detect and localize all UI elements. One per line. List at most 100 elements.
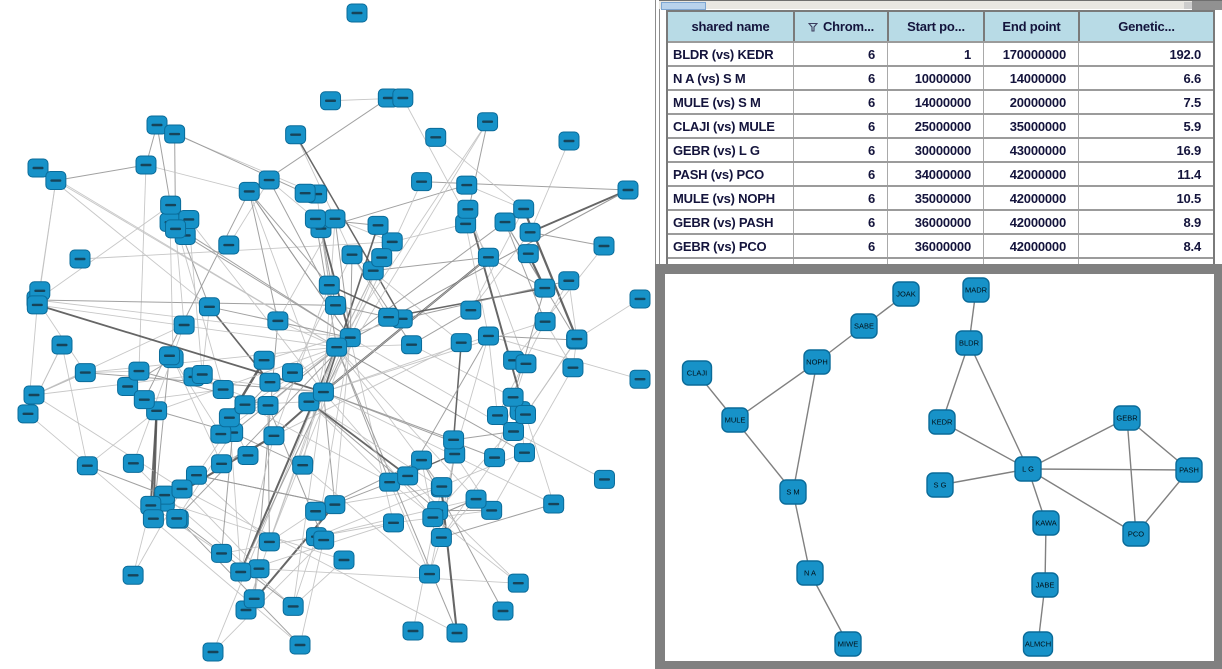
network-node[interactable] [218, 408, 240, 428]
network-node[interactable] [457, 199, 479, 219]
network-node[interactable] [513, 443, 535, 463]
table-cell-start-po[interactable]: 34000000 [887, 163, 983, 185]
node-mule[interactable]: MULE [721, 407, 749, 433]
network-node[interactable] [477, 112, 499, 132]
network-node[interactable] [160, 195, 182, 215]
network-node[interactable] [593, 236, 615, 256]
network-node[interactable] [519, 222, 541, 242]
network-node[interactable] [202, 642, 224, 662]
table-cell-chrom[interactable]: 6 [793, 211, 887, 233]
network-node[interactable] [502, 387, 524, 407]
network-edge-l-g-pash[interactable] [1027, 468, 1190, 471]
network-node[interactable] [313, 530, 335, 550]
network-edge-s-m-n-a[interactable] [792, 491, 811, 574]
network-node[interactable] [562, 358, 584, 378]
column-header-chrom[interactable]: Chrom... [793, 12, 887, 41]
network-node[interactable] [346, 3, 368, 23]
table-cell-start-po[interactable]: 25000000 [887, 115, 983, 137]
network-node[interactable] [253, 350, 275, 370]
network-node[interactable] [333, 550, 355, 570]
table-cell-end-point[interactable]: 42000000 [983, 235, 1078, 257]
network-node[interactable] [248, 559, 270, 579]
table-cell-end-point[interactable]: 20000000 [983, 91, 1078, 113]
table-cell-end-point[interactable]: 42000000 [983, 211, 1078, 233]
network-node[interactable] [515, 354, 537, 374]
table-cell-chrom[interactable]: 6 [793, 235, 887, 257]
network-node[interactable] [326, 337, 348, 357]
network-node[interactable] [142, 509, 164, 529]
network-node[interactable] [298, 392, 320, 412]
network-edge-noph-s-m[interactable] [792, 361, 818, 493]
network-node[interactable] [593, 469, 615, 489]
table-row[interactable]: GEBR (vs) L G 6 30000000 43000000 16.9 [668, 137, 1213, 161]
network-node[interactable] [128, 361, 150, 381]
network-node[interactable] [292, 455, 314, 475]
node-bldr[interactable]: BLDR [955, 330, 983, 356]
table-cell-chrom[interactable]: 6 [793, 115, 887, 137]
main-network-canvas[interactable] [0, 0, 655, 669]
network-node[interactable] [401, 335, 423, 355]
scrollbar-thumb[interactable] [661, 2, 706, 10]
network-node[interactable] [397, 466, 419, 486]
network-edge-s-g-l-g[interactable] [939, 468, 1029, 486]
table-horizontal-scrollbar[interactable] [659, 0, 1222, 10]
network-node[interactable] [51, 335, 73, 355]
network-node[interactable] [477, 326, 499, 346]
network-node[interactable] [230, 562, 252, 582]
network-node[interactable] [305, 501, 327, 521]
table-cell-end-point[interactable]: 42000000 [983, 163, 1078, 185]
network-node[interactable] [146, 115, 168, 135]
network-node[interactable] [484, 448, 506, 468]
network-node[interactable] [450, 333, 472, 353]
network-node[interactable] [629, 289, 651, 309]
table-cell-genetic[interactable]: 6.6 [1078, 67, 1213, 89]
main-network-view[interactable] [0, 0, 655, 669]
network-node[interactable] [503, 421, 525, 441]
table-cell-chrom[interactable]: 6 [793, 91, 887, 113]
node-kawa[interactable]: KAWA [1032, 510, 1060, 536]
network-node[interactable] [69, 249, 91, 269]
network-node[interactable] [513, 199, 535, 219]
network-node[interactable] [379, 472, 401, 492]
network-node[interactable] [281, 363, 303, 383]
network-node[interactable] [492, 601, 514, 621]
network-edge-kedr-l-g[interactable] [941, 421, 1029, 470]
table-cell-end-point[interactable]: 43000000 [983, 139, 1078, 161]
table-cell-start-po[interactable]: 14000000 [887, 91, 983, 113]
network-node[interactable] [243, 589, 265, 609]
network-node[interactable] [419, 564, 441, 584]
network-node[interactable] [460, 300, 482, 320]
network-node[interactable] [534, 312, 556, 332]
network-node[interactable] [422, 508, 444, 528]
node-gebr[interactable]: GEBR [1113, 405, 1141, 431]
table-cell-shared-name[interactable]: GEBR (vs) PASH [673, 214, 774, 230]
network-node[interactable] [566, 329, 588, 349]
table-cell-shared-name[interactable]: N A (vs) S M [673, 70, 746, 86]
network-node[interactable] [191, 365, 213, 385]
node-miwe[interactable]: MIWE [834, 631, 862, 657]
table-cell-genetic[interactable]: 7.5 [1078, 91, 1213, 113]
table-row[interactable]: N A (vs) S M 6 10000000 14000000 6.6 [668, 65, 1213, 89]
network-node[interactable] [76, 456, 98, 476]
network-node[interactable] [166, 509, 188, 529]
table-row[interactable]: MULE (vs) NOPH 6 35000000 42000000 10.5 [668, 185, 1213, 209]
overview-network-canvas[interactable]: JOAK MADR SABE NOPH BLDR CLAJI MULE KEDR GEBR L G… [665, 274, 1214, 661]
network-node[interactable] [218, 235, 240, 255]
node-madr[interactable]: MADR [962, 277, 990, 303]
network-node[interactable] [312, 382, 334, 402]
node-pco[interactable]: PCO [1122, 521, 1150, 547]
node-joak[interactable]: JOAK [892, 281, 920, 307]
network-node[interactable] [259, 372, 281, 392]
table-row[interactable]: GEBR (vs) PASH 6 36000000 42000000 8.9 [668, 209, 1213, 233]
network-node[interactable] [122, 565, 144, 585]
network-node[interactable] [543, 494, 565, 514]
network-node[interactable] [392, 88, 414, 108]
column-header-start-po[interactable]: Start po... [887, 12, 983, 41]
table-cell-chrom[interactable]: 6 [793, 67, 887, 89]
node-s-m[interactable]: S M [779, 479, 807, 505]
network-node[interactable] [165, 219, 187, 239]
network-edge-bldr-l-g[interactable] [968, 342, 1029, 470]
table-cell-shared-name[interactable]: CLAJI (vs) MULE [673, 118, 775, 134]
network-node[interactable] [74, 363, 96, 383]
network-node[interactable] [211, 454, 233, 474]
